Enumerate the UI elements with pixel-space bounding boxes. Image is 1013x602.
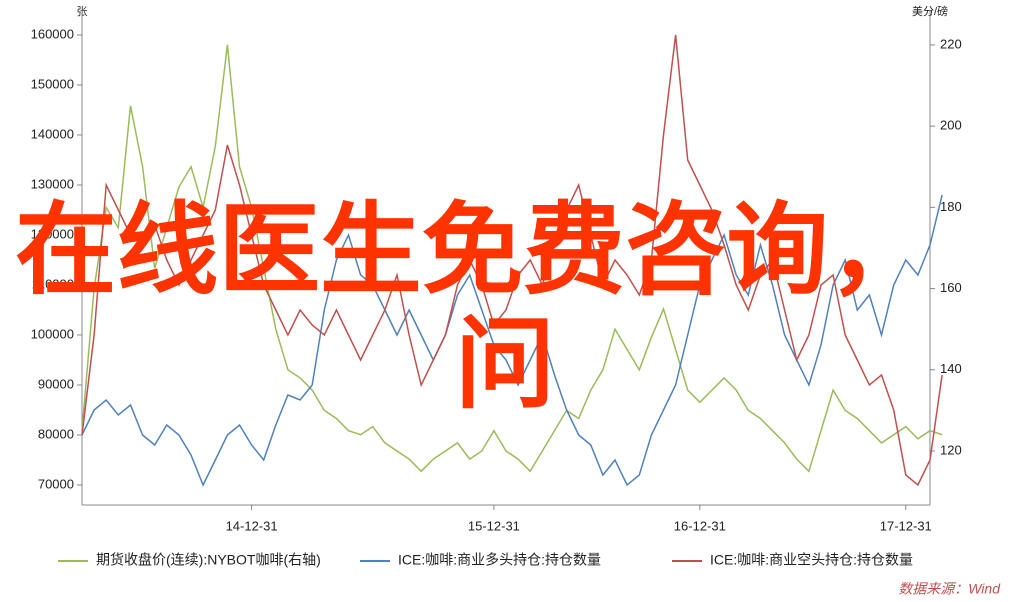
legend-label: 期货收盘价(连续):NYBOT咖啡(右轴) <box>96 552 321 568</box>
y2-tick-label: 220 <box>940 36 962 51</box>
series-line <box>81 44 943 473</box>
y-tick-label: 100000 <box>31 326 74 341</box>
y-tick-label: 140000 <box>31 126 74 141</box>
x-tick-label: 14-12-31 <box>226 518 278 533</box>
y2-tick-label: 180 <box>940 199 962 214</box>
legend-label: ICE:咖啡:商业多头持仓:持仓数量 <box>398 552 601 568</box>
y2-tick-label: 140 <box>940 361 962 376</box>
legend-label: ICE:咖啡:商业空头持仓:持仓数量 <box>710 552 913 568</box>
y-tick-label: 130000 <box>31 176 74 191</box>
y-tick-label: 90000 <box>38 376 74 391</box>
y-tick-label: 120000 <box>31 226 74 241</box>
overlay-text: 在线医生免费咨询， <box>15 194 930 306</box>
overlay-text: 问 <box>455 308 555 420</box>
y-tick-label: 80000 <box>38 426 74 441</box>
y2-tick-label: 200 <box>940 118 962 133</box>
x-tick-label: 17-12-31 <box>880 518 932 533</box>
series-line <box>81 34 943 487</box>
x-tick-label: 15-12-31 <box>468 518 520 533</box>
x-tick-label: 16-12-31 <box>674 518 726 533</box>
y-tick-label: 150000 <box>31 76 74 91</box>
y-tick-label: 110000 <box>32 276 74 291</box>
y2-tick-label: 160 <box>940 280 962 295</box>
y2-tick-label: 120 <box>940 442 962 457</box>
y-tick-label: 70000 <box>38 476 74 491</box>
y-tick-label: 160000 <box>31 26 74 41</box>
series-line <box>81 194 943 487</box>
source: 数据来源：Wind <box>898 581 1001 597</box>
